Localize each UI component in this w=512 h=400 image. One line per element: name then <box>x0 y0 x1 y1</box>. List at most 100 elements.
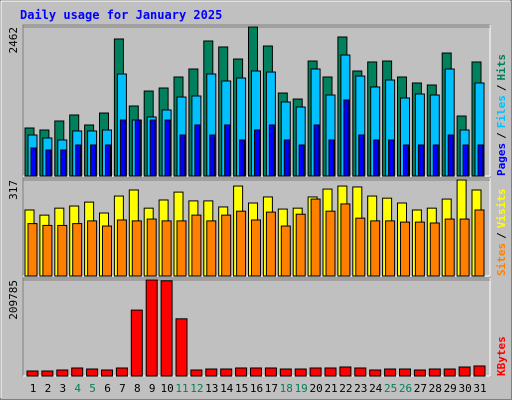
x-tick-label: 11 <box>175 382 188 395</box>
legend-entry: KBytes <box>495 336 508 376</box>
bar <box>190 369 203 377</box>
bar <box>309 367 322 377</box>
x-tick-label: 28 <box>429 382 442 395</box>
bar <box>56 369 69 377</box>
bar <box>30 147 37 177</box>
bar <box>146 218 157 277</box>
legend-separator: / <box>495 132 508 139</box>
bar <box>358 134 365 177</box>
x-tick-label: 19 <box>295 382 308 395</box>
bar <box>86 368 99 377</box>
bar <box>325 210 336 277</box>
x-tick-label: 29 <box>444 382 457 395</box>
legend: KBytes <box>495 336 508 376</box>
x-tick-label: 25 <box>384 382 397 395</box>
bar <box>149 119 156 177</box>
chart-title: Daily usage for January 2025 <box>20 8 222 22</box>
legend-entry: Sites <box>495 243 508 276</box>
bar <box>209 134 216 177</box>
bar <box>283 139 290 177</box>
bar <box>130 309 143 377</box>
bar <box>280 225 291 277</box>
bar <box>71 367 84 377</box>
bar <box>164 119 171 177</box>
bar <box>265 211 276 277</box>
bar <box>254 129 260 177</box>
bar <box>447 134 454 177</box>
x-tick-label: 16 <box>250 382 263 395</box>
x-tick-label: 21 <box>324 382 337 395</box>
bar <box>221 214 232 277</box>
bar <box>251 219 261 277</box>
bar <box>279 368 292 377</box>
bar <box>432 144 439 177</box>
x-tick-label: 22 <box>339 382 352 395</box>
bar <box>191 214 202 277</box>
x-tick-label: 4 <box>74 382 81 395</box>
legend: Pages / Files / Hits <box>495 54 508 176</box>
x-tick-label: 26 <box>399 382 412 395</box>
legend-entry: Files <box>495 95 508 128</box>
bar <box>477 144 484 177</box>
bar <box>26 370 39 377</box>
bar <box>145 279 158 377</box>
x-tick-label: 7 <box>119 382 126 395</box>
y-tick-label: 317 <box>7 180 20 200</box>
bar <box>102 225 112 277</box>
bar <box>429 222 440 277</box>
bar <box>473 365 486 377</box>
x-tick-label: 10 <box>160 382 173 395</box>
x-tick-label: 17 <box>265 382 278 395</box>
x-tick-label: 12 <box>190 382 203 395</box>
bar <box>250 367 262 377</box>
bar <box>414 221 425 277</box>
legend-entry: Visits <box>495 189 508 229</box>
legend-entry: Pages <box>495 143 508 176</box>
x-tick-label: 24 <box>369 382 383 395</box>
x-tick-label: 5 <box>89 382 96 395</box>
bar <box>343 99 350 177</box>
bar <box>268 124 275 177</box>
bar <box>403 144 409 177</box>
bar <box>459 218 470 277</box>
bar <box>328 139 335 177</box>
bar <box>474 209 485 277</box>
bar <box>220 368 233 377</box>
bar <box>41 370 54 377</box>
bar <box>60 149 67 177</box>
bar <box>72 223 83 277</box>
x-tick-label: 23 <box>354 382 367 395</box>
bar <box>239 139 246 177</box>
x-tick-label: 2 <box>45 382 52 395</box>
bar <box>27 223 38 277</box>
x-tick-label: 6 <box>104 382 111 395</box>
bar <box>116 219 127 277</box>
x-tick-label: 27 <box>414 382 427 395</box>
bar <box>298 144 305 177</box>
bar <box>205 368 218 377</box>
bar <box>90 144 97 177</box>
bar <box>175 318 188 377</box>
bar <box>206 220 217 277</box>
bar <box>385 220 396 277</box>
bar <box>310 198 321 277</box>
x-tick-label: 20 <box>309 382 322 395</box>
x-tick-label: 14 <box>220 382 234 395</box>
bar <box>413 369 426 377</box>
bar <box>161 220 172 277</box>
y-tick-label: 209785 <box>7 280 20 320</box>
bar <box>384 368 397 377</box>
bar <box>264 367 277 377</box>
legend-separator: / <box>495 84 508 91</box>
legend-separator: / <box>495 232 508 239</box>
bar <box>355 217 366 277</box>
bar <box>194 124 201 177</box>
bar <box>115 367 128 377</box>
bar <box>313 124 320 177</box>
legend: Sites / Visits <box>495 189 508 277</box>
bar <box>443 368 456 377</box>
bar <box>179 134 186 177</box>
bar <box>224 124 231 177</box>
bar <box>235 367 248 377</box>
